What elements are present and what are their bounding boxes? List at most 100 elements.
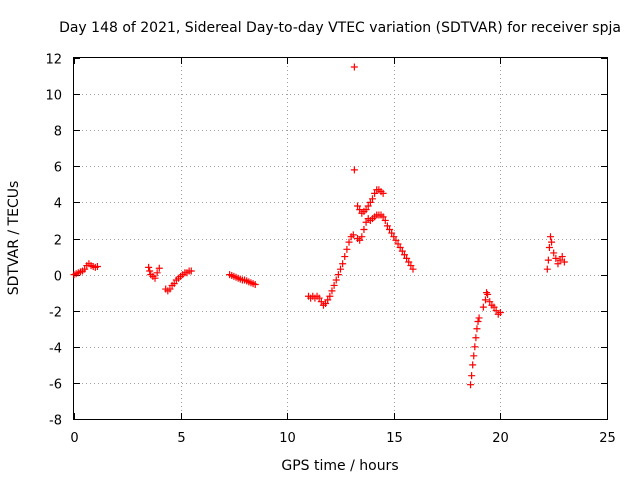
data-point	[545, 244, 553, 252]
data-point	[381, 216, 389, 224]
data-point	[403, 254, 411, 262]
data-point	[554, 260, 562, 268]
data-point	[400, 251, 408, 259]
data-point	[544, 256, 552, 264]
data-point	[350, 166, 358, 174]
data-point	[484, 290, 492, 298]
data-point	[548, 238, 556, 246]
data-point	[337, 265, 344, 273]
plot-frame	[73, 57, 608, 420]
data-point	[486, 298, 494, 306]
y-tick-label: 0	[54, 270, 62, 285]
data-point	[470, 352, 478, 360]
axis-ticks	[74, 58, 608, 420]
data-point	[334, 271, 342, 279]
chart-title: Day 148 of 2021, Sidereal Day-to-day VTE…	[59, 20, 621, 36]
data-point	[324, 296, 332, 304]
data-point	[371, 189, 379, 197]
data-point	[343, 245, 351, 253]
x-tick-labels: 0 5 10 15 20 25	[70, 431, 615, 446]
y-axis-label: SDTVAR / TECUs	[6, 181, 22, 296]
grid	[74, 58, 607, 419]
data-point	[543, 265, 551, 273]
data-point	[315, 294, 323, 302]
data-point	[468, 372, 476, 380]
data-point	[469, 361, 477, 369]
data-point	[392, 236, 400, 244]
x-tick-label: 20	[492, 431, 509, 446]
data-point	[471, 343, 479, 351]
data-point	[550, 249, 558, 257]
data-point	[170, 280, 178, 288]
x-tick-label: 10	[279, 431, 296, 446]
data-points	[70, 63, 568, 389]
data-point	[475, 314, 483, 322]
y-tick-label: 8	[54, 125, 62, 140]
data-point	[379, 189, 387, 197]
data-point	[481, 296, 489, 304]
data-point	[146, 267, 154, 275]
data-point	[472, 334, 480, 342]
data-point	[473, 325, 481, 333]
y-tick-label: 10	[45, 89, 62, 104]
y-tick-labels: -8 -6 -4 -2 0 2 4 6 8 10 12	[45, 53, 62, 429]
data-point	[349, 231, 357, 239]
data-point	[492, 307, 500, 315]
y-tick-label: 12	[45, 53, 62, 68]
data-point	[153, 269, 161, 277]
data-point	[155, 264, 163, 272]
data-point	[496, 309, 504, 317]
data-point	[81, 265, 89, 273]
data-point	[490, 303, 498, 311]
x-tick-label: 0	[70, 431, 78, 446]
x-tick-label: 25	[599, 431, 616, 446]
data-point	[483, 289, 491, 297]
x-tick-label: 5	[177, 431, 185, 446]
data-point	[394, 240, 402, 248]
data-point	[345, 238, 353, 246]
data-point	[251, 281, 259, 289]
data-point	[379, 213, 387, 221]
data-point	[407, 262, 415, 270]
data-point	[386, 225, 394, 233]
data-point	[322, 299, 330, 307]
data-point	[396, 244, 404, 252]
data-point	[350, 63, 358, 71]
data-point	[474, 318, 482, 326]
data-point	[356, 236, 364, 244]
data-point	[362, 218, 370, 226]
data-point	[467, 381, 475, 389]
data-point	[390, 233, 398, 241]
y-tick-label: -2	[49, 306, 62, 321]
data-point	[166, 285, 174, 293]
data-point	[187, 267, 195, 275]
data-point	[366, 198, 374, 206]
data-point	[409, 265, 417, 273]
data-point	[560, 258, 568, 266]
data-point	[552, 254, 560, 262]
data-point	[364, 202, 372, 210]
data-point	[330, 281, 338, 289]
data-point	[383, 222, 391, 230]
data-point	[328, 287, 336, 295]
data-point	[356, 206, 364, 214]
data-point	[93, 262, 101, 270]
data-point	[354, 202, 362, 210]
data-point	[388, 229, 396, 237]
data-point	[358, 233, 366, 241]
data-point	[368, 195, 376, 203]
data-point	[341, 253, 349, 261]
data-point	[479, 303, 487, 311]
data-point	[332, 276, 340, 284]
data-point	[151, 274, 159, 282]
y-tick-label: -4	[49, 342, 62, 357]
data-point	[556, 256, 564, 264]
y-tick-label: -8	[49, 414, 62, 429]
data-point	[317, 298, 325, 306]
data-point	[326, 292, 334, 300]
data-point	[339, 260, 347, 268]
x-tick-label: 15	[386, 431, 403, 446]
y-tick-label: 4	[54, 197, 62, 212]
x-axis-label: GPS time / hours	[281, 458, 398, 474]
